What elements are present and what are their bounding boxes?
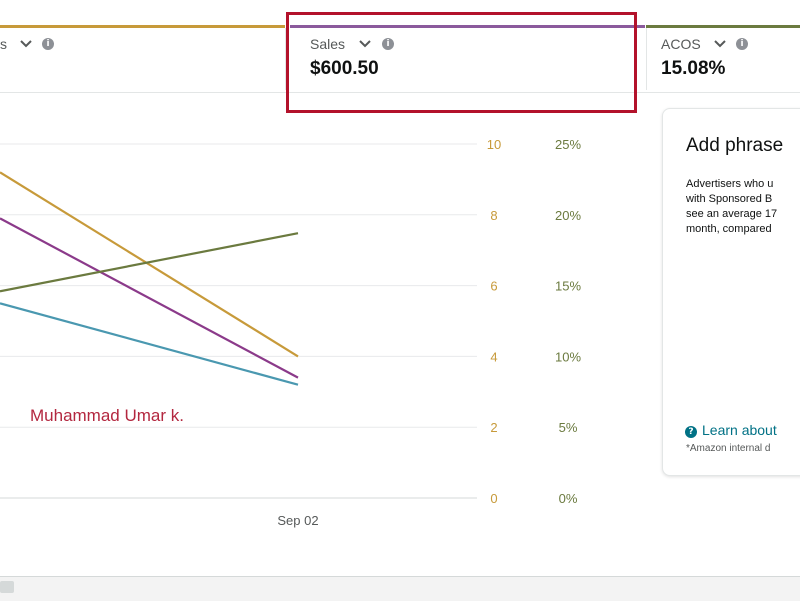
series-line bbox=[0, 232, 299, 293]
y-axis-right-tick-label: 20% bbox=[555, 208, 581, 223]
chevron-down-icon[interactable] bbox=[19, 37, 33, 51]
y-axis-right-tick-label: 0% bbox=[559, 491, 578, 506]
x-axis-tick-label: Sep 02 bbox=[277, 513, 318, 528]
y-axis-left-tick-label: 8 bbox=[490, 208, 497, 223]
panel-body-line: month, compared bbox=[686, 223, 772, 235]
metric-card-orders[interactable]: s i bbox=[0, 0, 285, 90]
metric-color-line bbox=[290, 25, 645, 28]
panel-body: Advertisers who u with Sponsored B see a… bbox=[686, 177, 800, 237]
metric-color-line bbox=[646, 25, 800, 28]
chevron-down-icon[interactable] bbox=[358, 37, 372, 51]
panel-body-line: see an average 17 bbox=[686, 208, 778, 220]
metric-label: Sales bbox=[310, 36, 346, 52]
line-chart: 0 2 4 6 8 10 0% 5% 10% 15% 20% 25% Sep 02 bbox=[0, 137, 581, 528]
y-axis-left-tick-label: 2 bbox=[490, 420, 497, 435]
metrics-bar: s i Sales i $600.50 ACOS i 15.08% bbox=[0, 0, 800, 93]
info-icon[interactable]: i bbox=[382, 38, 394, 50]
chart-area: 0 2 4 6 8 10 0% 5% 10% 15% 20% 25% Sep 02 bbox=[0, 92, 650, 562]
y-axis-right-tick-label: 15% bbox=[555, 279, 581, 294]
metric-color-line bbox=[0, 25, 285, 28]
y-axis-left-tick-label: 4 bbox=[490, 349, 497, 364]
learn-more-label: Learn about bbox=[702, 422, 777, 438]
y-axis-right-tick-label: 25% bbox=[555, 137, 581, 152]
info-icon[interactable]: i bbox=[736, 38, 748, 50]
y-axis-right-tick-label: 10% bbox=[555, 349, 581, 364]
annotation-highlight-box bbox=[286, 12, 637, 113]
metric-label: s bbox=[0, 36, 7, 52]
y-axis-left-tick-label: 0 bbox=[490, 491, 497, 506]
help-icon: ? bbox=[685, 426, 697, 438]
horizontal-scrollbar[interactable] bbox=[0, 576, 800, 601]
series-line bbox=[0, 171, 299, 358]
y-axis-right-tick-label: 5% bbox=[559, 420, 578, 435]
metric-card-acos[interactable]: ACOS i 15.08% bbox=[646, 0, 800, 90]
recommendation-panel: Add phrase Advertisers who u with Sponso… bbox=[662, 108, 800, 476]
panel-body-line: with Sponsored B bbox=[686, 193, 773, 205]
metric-value: 15.08% bbox=[661, 58, 726, 79]
series-line bbox=[0, 302, 299, 386]
metric-divider bbox=[285, 28, 286, 90]
panel-footnote: *Amazon internal d bbox=[686, 443, 771, 454]
info-icon[interactable]: i bbox=[42, 38, 54, 50]
scrollbar-thumb[interactable] bbox=[0, 581, 14, 593]
y-axis-left-tick-label: 6 bbox=[490, 279, 497, 294]
series-line bbox=[0, 217, 299, 379]
metric-value: $600.50 bbox=[310, 58, 379, 79]
chevron-down-icon[interactable] bbox=[713, 37, 727, 51]
metric-label: ACOS bbox=[661, 36, 701, 52]
panel-body-line: Advertisers who u bbox=[686, 178, 774, 190]
metric-divider bbox=[646, 28, 647, 90]
y-axis-left-tick-label: 10 bbox=[487, 137, 501, 152]
metric-card-sales[interactable]: Sales i $600.50 bbox=[290, 0, 645, 90]
learn-more-link[interactable]: ? Learn about bbox=[685, 422, 777, 438]
panel-title: Add phrase bbox=[686, 135, 784, 156]
watermark-text: Muhammad Umar k. bbox=[30, 406, 184, 425]
